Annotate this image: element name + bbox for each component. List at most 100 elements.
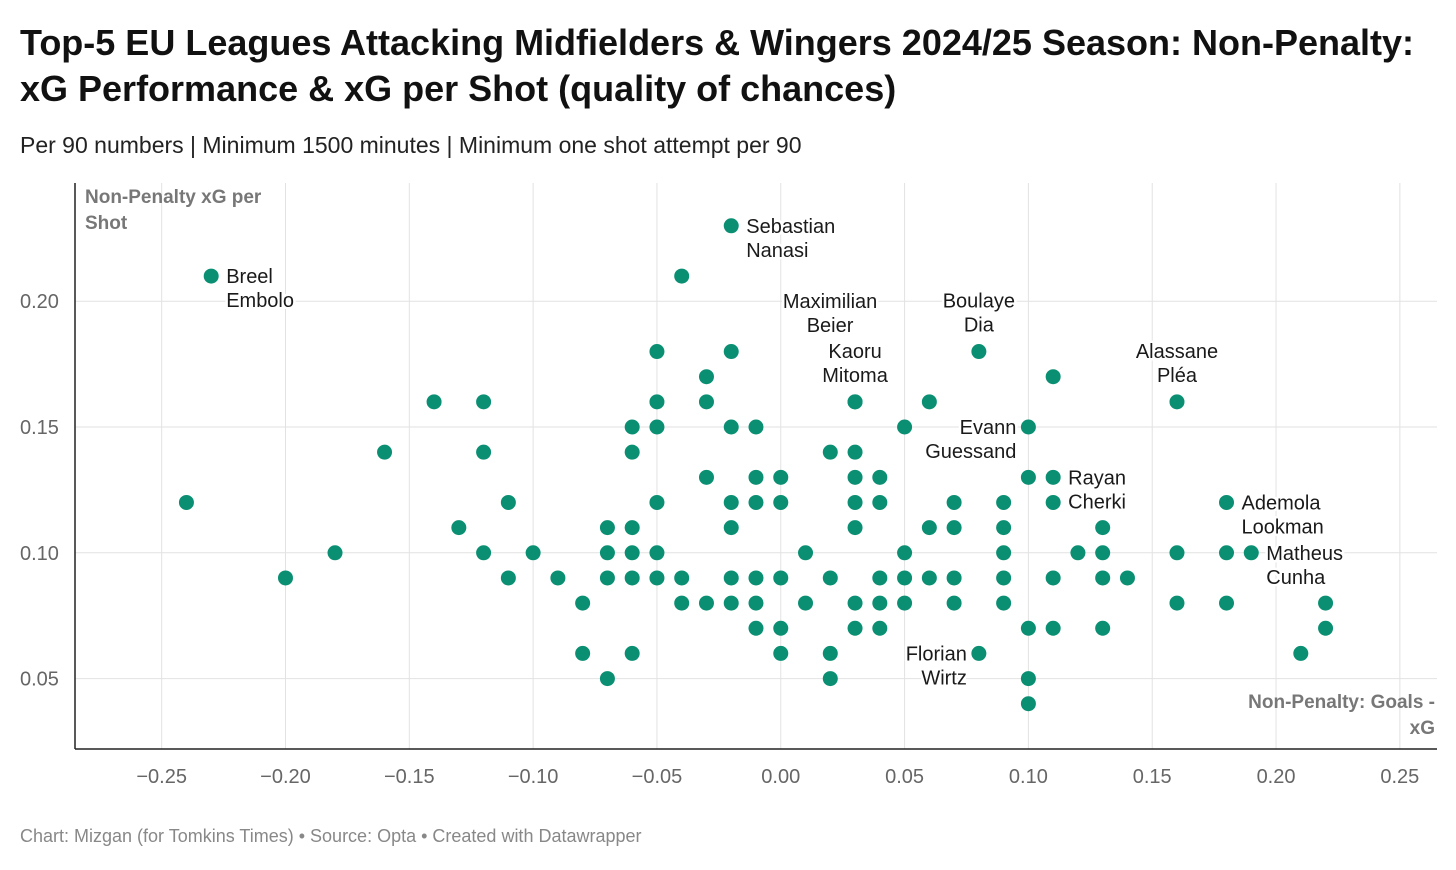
data-point bbox=[897, 545, 913, 561]
data-point bbox=[649, 394, 665, 410]
data-point bbox=[649, 344, 665, 360]
data-point bbox=[1219, 595, 1235, 611]
data-point bbox=[575, 595, 591, 611]
data-point bbox=[698, 369, 714, 385]
data-point bbox=[1219, 545, 1235, 561]
x-tick-label: 0.00 bbox=[761, 766, 800, 788]
data-point bbox=[525, 545, 541, 561]
data-point bbox=[500, 494, 516, 510]
point-label: Maximilian Beier bbox=[783, 291, 877, 337]
labeled-data-point bbox=[1293, 645, 1309, 661]
data-point bbox=[649, 570, 665, 586]
data-point bbox=[996, 595, 1012, 611]
data-point bbox=[723, 344, 739, 360]
x-tick-label: −0.25 bbox=[136, 766, 187, 788]
data-point bbox=[550, 570, 566, 586]
labeled-data-point bbox=[971, 344, 987, 360]
point-label: Matheus Cunha bbox=[1266, 543, 1343, 589]
point-label: Rayan Cherki bbox=[1068, 467, 1126, 513]
data-point bbox=[847, 469, 863, 485]
data-point bbox=[1119, 570, 1135, 586]
labeled-data-point bbox=[203, 268, 219, 284]
data-point bbox=[698, 595, 714, 611]
scatter-plot: −0.25 −0.20 −0.15 −0.10 −0.05 0.00 0.05 0.10 0.1… bbox=[20, 183, 1437, 788]
data-point bbox=[698, 394, 714, 410]
data-point bbox=[649, 494, 665, 510]
data-point bbox=[847, 494, 863, 510]
y-axis-label: Non-Penalty xG per Shot bbox=[85, 187, 262, 234]
x-tick-label: 0.25 bbox=[1380, 766, 1419, 788]
data-point bbox=[723, 595, 739, 611]
data-point bbox=[872, 494, 888, 510]
data-point bbox=[624, 419, 640, 435]
data-point bbox=[1095, 545, 1111, 561]
chart-footer: Chart: Mizgan (for Tomkins Times) • Sour… bbox=[20, 826, 642, 846]
data-point bbox=[748, 494, 764, 510]
data-point bbox=[1169, 545, 1185, 561]
data-point bbox=[996, 520, 1012, 536]
data-point bbox=[599, 520, 615, 536]
data-point bbox=[1020, 620, 1036, 636]
x-tick-label: −0.20 bbox=[260, 766, 311, 788]
data-point bbox=[1169, 595, 1185, 611]
point-label-halo: Ademola Lookman bbox=[1242, 492, 1324, 538]
data-point bbox=[327, 545, 343, 561]
data-point bbox=[500, 570, 516, 586]
data-points bbox=[178, 218, 1334, 712]
data-point bbox=[822, 570, 838, 586]
data-point bbox=[1318, 595, 1334, 611]
point-label: Ademola Lookman bbox=[1242, 492, 1324, 538]
data-point bbox=[575, 645, 591, 661]
data-point bbox=[921, 570, 937, 586]
point-label-halo: Maximilian Beier bbox=[783, 291, 877, 337]
point-label-halo: Alassane Pléa bbox=[1136, 341, 1218, 387]
data-point bbox=[847, 520, 863, 536]
data-point bbox=[723, 419, 739, 435]
data-point bbox=[1045, 494, 1061, 510]
data-point bbox=[476, 394, 492, 410]
data-point bbox=[946, 494, 962, 510]
point-label: Sebastian Nanasi bbox=[746, 216, 835, 262]
data-point bbox=[451, 520, 467, 536]
point-label-halo: Breel Embolo bbox=[226, 266, 294, 312]
point-label: Kaoru Mitoma bbox=[822, 341, 888, 387]
data-point bbox=[277, 570, 293, 586]
x-tick-label: −0.05 bbox=[632, 766, 683, 788]
point-label-halo: Matheus Cunha bbox=[1266, 543, 1343, 589]
data-point bbox=[476, 444, 492, 460]
point-label-halo: Kaoru Mitoma bbox=[822, 341, 888, 387]
data-point bbox=[897, 419, 913, 435]
data-point bbox=[872, 570, 888, 586]
data-point bbox=[1045, 369, 1061, 385]
data-point bbox=[996, 545, 1012, 561]
data-point bbox=[897, 595, 913, 611]
data-point bbox=[872, 595, 888, 611]
x-tick-label: −0.15 bbox=[384, 766, 435, 788]
data-point bbox=[996, 570, 1012, 586]
x-tick-label: −0.10 bbox=[508, 766, 559, 788]
data-point bbox=[822, 671, 838, 687]
point-label-halo: Boulaye Dia bbox=[943, 291, 1015, 337]
data-point bbox=[946, 570, 962, 586]
chart-title: Top-5 EU Leagues Attacking Midfielders &… bbox=[20, 22, 1414, 109]
data-point bbox=[1020, 469, 1036, 485]
data-point bbox=[798, 545, 814, 561]
data-point bbox=[773, 620, 789, 636]
data-point bbox=[773, 469, 789, 485]
labeled-data-point bbox=[1219, 494, 1235, 510]
data-point bbox=[698, 469, 714, 485]
data-point bbox=[748, 469, 764, 485]
data-point bbox=[624, 444, 640, 460]
labeled-data-point bbox=[1045, 469, 1061, 485]
y-tick-label: 0.05 bbox=[20, 669, 59, 691]
data-point bbox=[1318, 620, 1334, 636]
data-point bbox=[599, 671, 615, 687]
point-label: Alassane Pléa bbox=[1136, 341, 1218, 387]
data-point bbox=[996, 494, 1012, 510]
data-point bbox=[748, 620, 764, 636]
data-point bbox=[1045, 570, 1061, 586]
point-label: Boulaye Dia bbox=[943, 291, 1015, 337]
data-point bbox=[1070, 545, 1086, 561]
data-point bbox=[798, 595, 814, 611]
data-point bbox=[946, 595, 962, 611]
